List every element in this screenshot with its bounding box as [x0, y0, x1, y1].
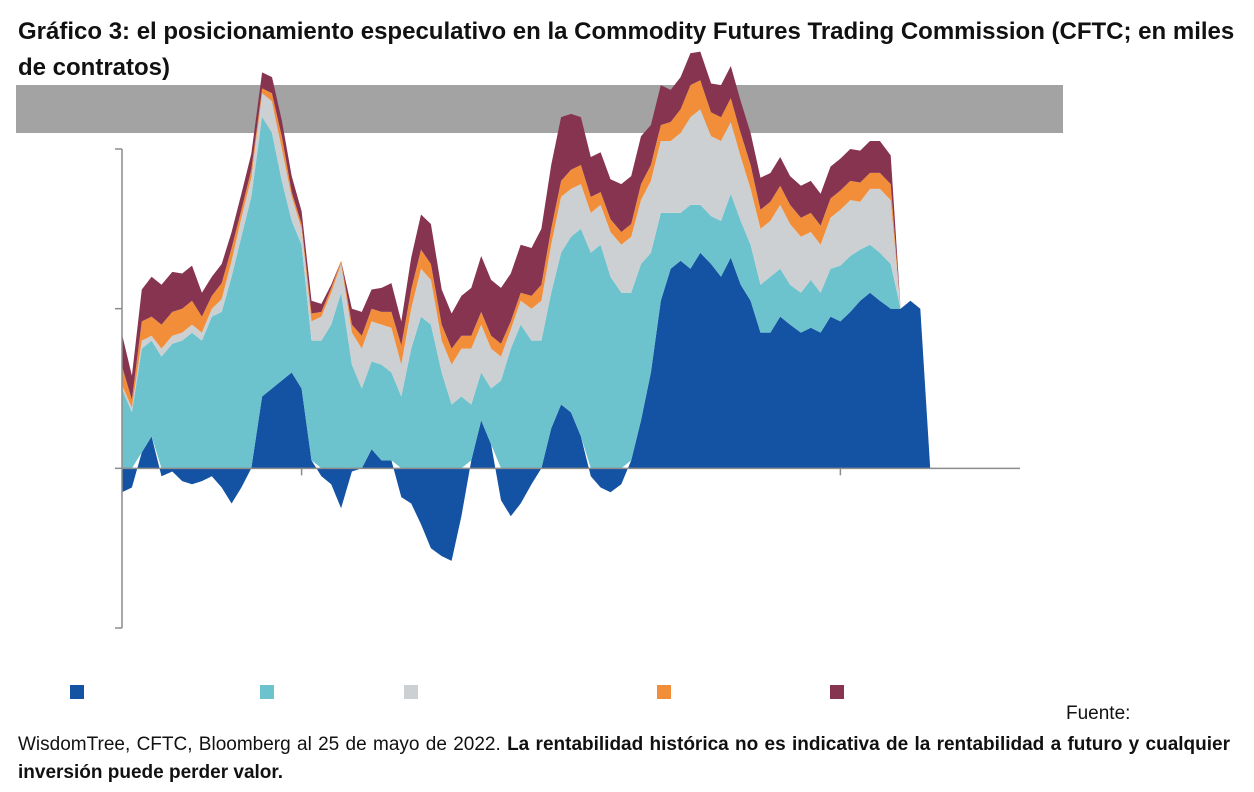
area-series-group: [122, 51, 1020, 561]
legend-swatch-series-3: [404, 685, 418, 699]
legend-swatch-series-5: [830, 685, 844, 699]
area-series-5: [122, 51, 1020, 469]
axes-group: [115, 148, 1020, 629]
area-series-1: [122, 252, 1020, 561]
chart-title: Gráfico 3: el posicionamiento especulati…: [18, 18, 1235, 81]
area-series-2: [122, 117, 1020, 469]
source-text: WisdomTree, CFTC, Bloomberg al 25 de may…: [18, 734, 501, 755]
header-banner: [16, 85, 1063, 133]
legend-swatch-series-2: [260, 685, 274, 699]
legend-swatch-series-1: [70, 685, 84, 699]
legend-swatch-series-4: [657, 685, 671, 699]
source-label: Fuente:: [1066, 703, 1131, 724]
disclaimer-text: La rentabilidad histórica no es indicati…: [18, 734, 1230, 783]
source-note: WisdomTree, CFTC, Bloomberg al 25 de may…: [18, 731, 1230, 787]
